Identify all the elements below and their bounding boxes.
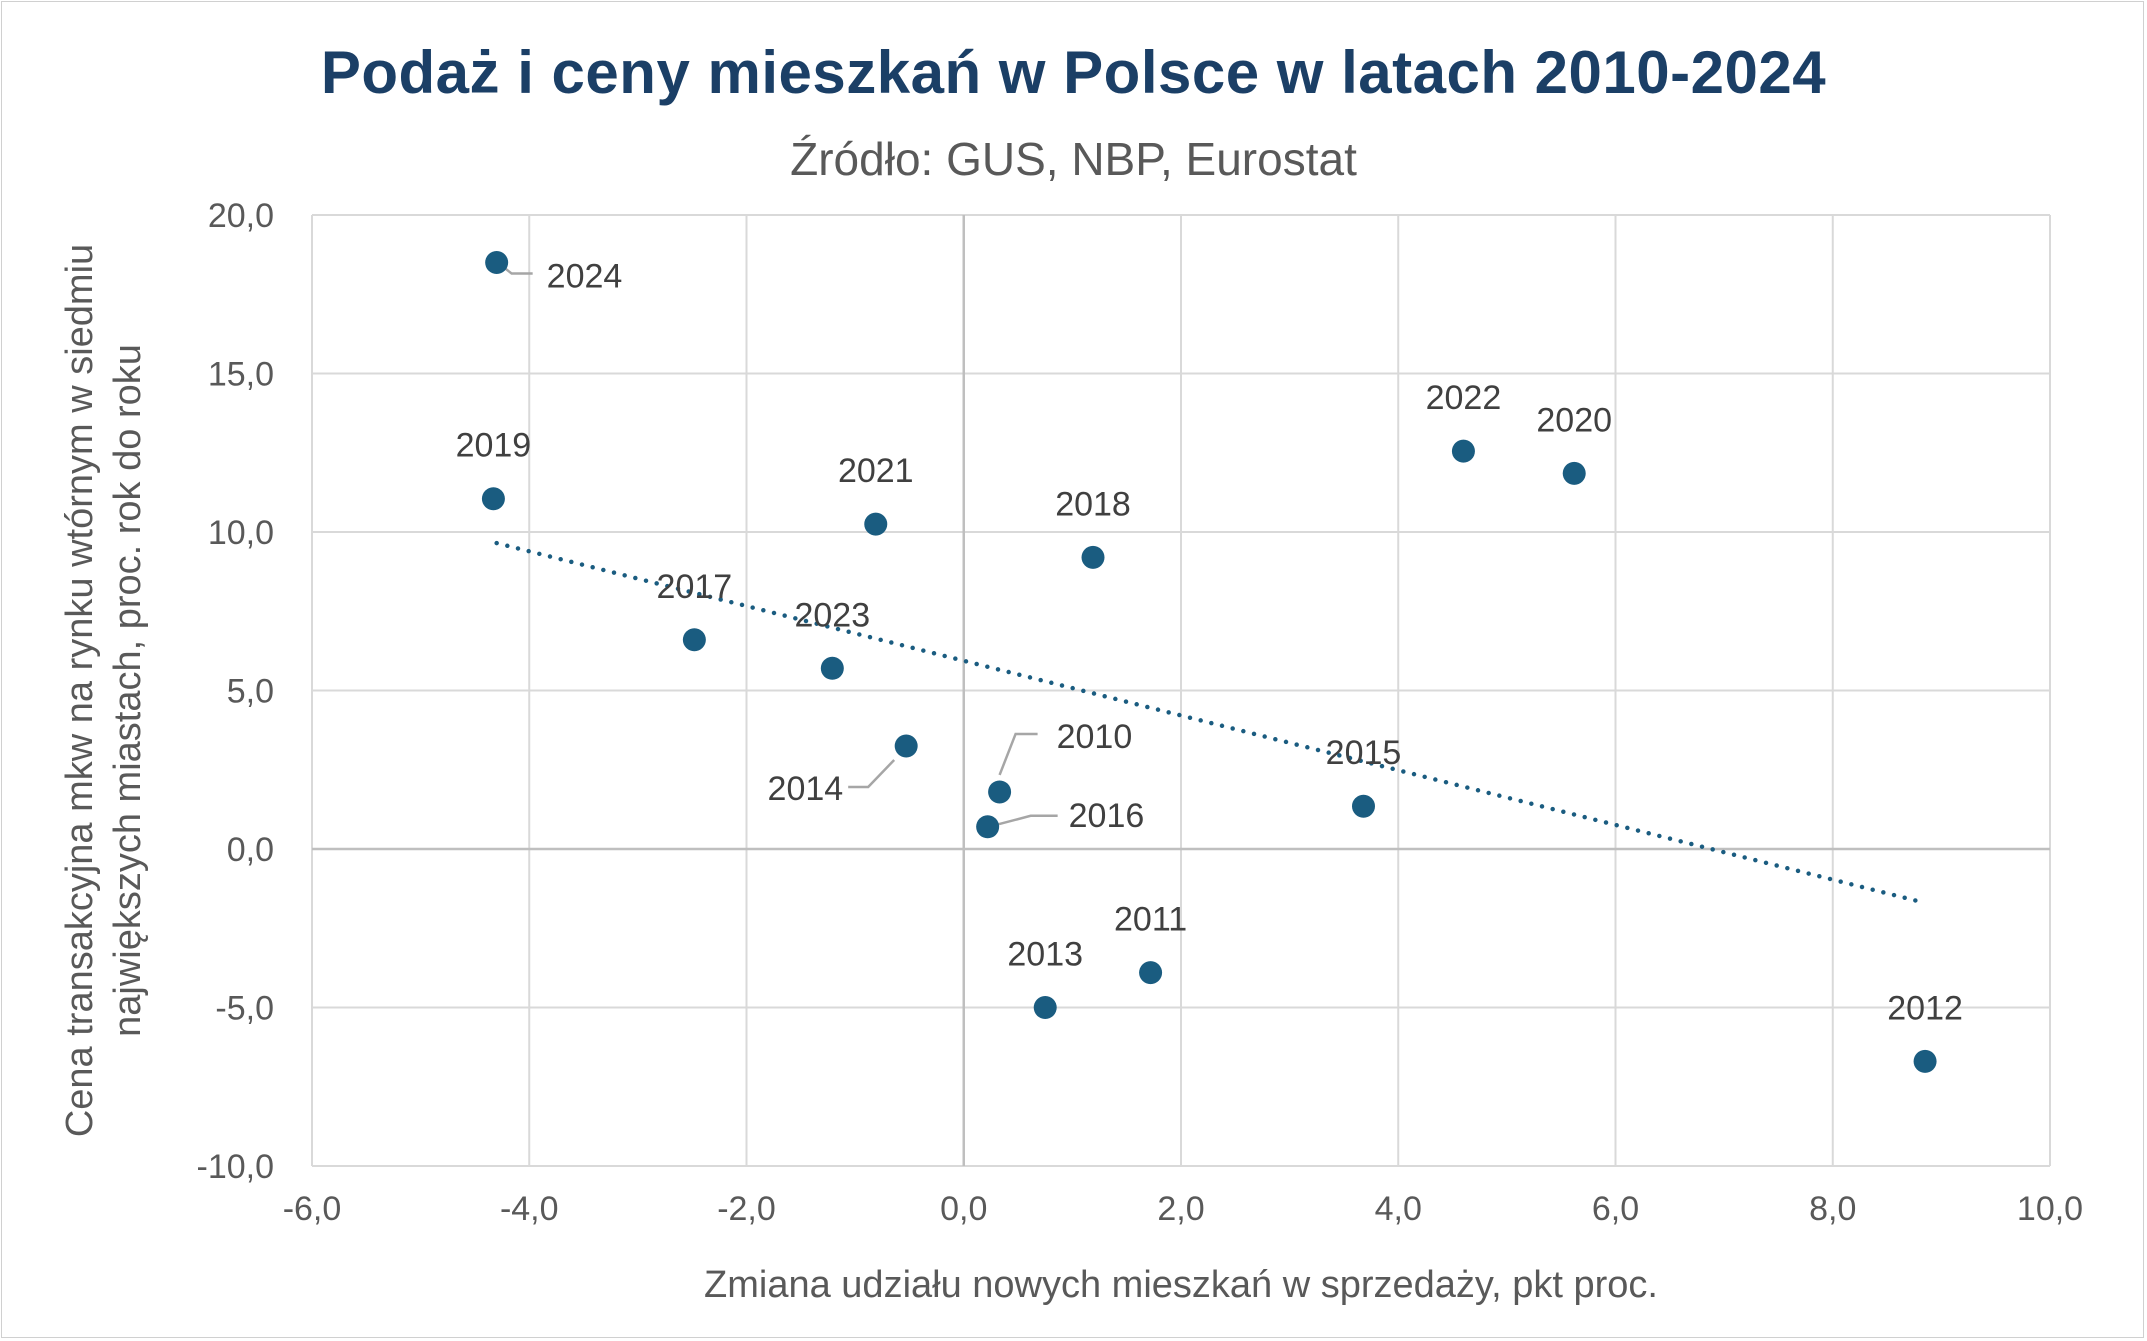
y-tick-label: 15,0 (208, 356, 274, 394)
y-tick-label: 20,0 (208, 197, 274, 235)
zero-axes (312, 215, 2050, 1166)
point-label-2022: 2022 (1426, 379, 1502, 417)
gridlines (311, 214, 2051, 1167)
y-axis-title: Cena transakcyjna mkw na rynku wtórnym w… (59, 244, 149, 1137)
y-tick-label: 10,0 (208, 514, 274, 552)
point-label-2024: 2024 (547, 258, 623, 296)
point-label-2013: 2013 (1007, 936, 1083, 974)
point-label-2012: 2012 (1887, 989, 1963, 1027)
x-axis-title: Zmiana udziału nowych mieszkań w sprzeda… (704, 1264, 1658, 1306)
chart-title: Podaż i ceny mieszkań w Polsce w latach … (320, 39, 1827, 106)
point-label-2016: 2016 (1069, 797, 1145, 835)
leader-line-2016 (988, 814, 1058, 829)
point-label-2020: 2020 (1536, 401, 1612, 439)
y-tick-label: 0,0 (227, 831, 274, 869)
x-tick-label: -2,0 (717, 1190, 776, 1228)
point-2010 (988, 780, 1012, 804)
point-label-2014: 2014 (768, 770, 844, 808)
y-tick-label: 5,0 (227, 673, 274, 711)
chart-subtitle: Źródło: GUS, NBP, Eurostat (790, 133, 1357, 185)
point-2017 (682, 628, 706, 652)
x-tick-label: -6,0 (283, 1190, 342, 1228)
point-label-2010: 2010 (1057, 718, 1133, 756)
leader-line-2010 (998, 732, 1038, 776)
point-2011 (1139, 961, 1163, 985)
y-tick-label: -5,0 (215, 990, 274, 1028)
point-2024 (485, 251, 509, 275)
point-label-2021: 2021 (838, 452, 914, 490)
point-2015 (1351, 794, 1375, 818)
point-label-2023: 2023 (794, 596, 870, 634)
point-2021 (864, 512, 888, 536)
x-tick-label: 2,0 (1157, 1190, 1204, 1228)
point-label-2015: 2015 (1326, 734, 1402, 772)
trendline (494, 540, 1928, 906)
point-2023 (820, 656, 844, 680)
point-2022 (1451, 439, 1475, 463)
leader-line-2014 (848, 759, 896, 789)
x-tick-labels: -6,0 -4,0 -2,0 0,0 2,0 4,0 6,0 8,0 10,0 (283, 1190, 2083, 1228)
point-label-2017: 2017 (657, 568, 733, 606)
point-label-2019: 2019 (456, 427, 532, 465)
data-points (481, 251, 1937, 1073)
point-label-2011: 2011 (1114, 901, 1187, 939)
point-label-2018: 2018 (1055, 485, 1131, 523)
point-2019 (481, 487, 505, 511)
point-2013 (1033, 996, 1057, 1019)
y-tick-label: -10,0 (197, 1148, 275, 1186)
point-2012 (1913, 1049, 1937, 1073)
point-2016 (976, 815, 1000, 839)
point-2018 (1081, 545, 1105, 569)
x-tick-label: 6,0 (1592, 1190, 1639, 1228)
point-2020 (1562, 461, 1586, 485)
x-tick-label: 4,0 (1375, 1190, 1422, 1228)
y-tick-labels: -10,0 -5,0 0,0 5,0 10,0 15,0 20,0 (197, 197, 275, 1186)
point-2014 (894, 734, 918, 758)
trendline-dotted (494, 540, 1928, 906)
x-tick-label: 8,0 (1809, 1190, 1856, 1228)
y-axis-title-line-1: Cena transakcyjna mkw na rynku wtórnym w… (59, 244, 101, 1137)
x-tick-label: 0,0 (940, 1190, 987, 1228)
y-axis-title-line-2: największych miastach, proc. rok do roku (107, 344, 149, 1037)
label-leader-lines (496, 261, 1058, 829)
point-labels: 2010 2011 2012 2013 2014 2015 2016 2017 2018 2019… (456, 258, 1963, 1028)
x-tick-label: -4,0 (500, 1190, 559, 1228)
x-tick-label: 10,0 (2017, 1190, 2083, 1228)
